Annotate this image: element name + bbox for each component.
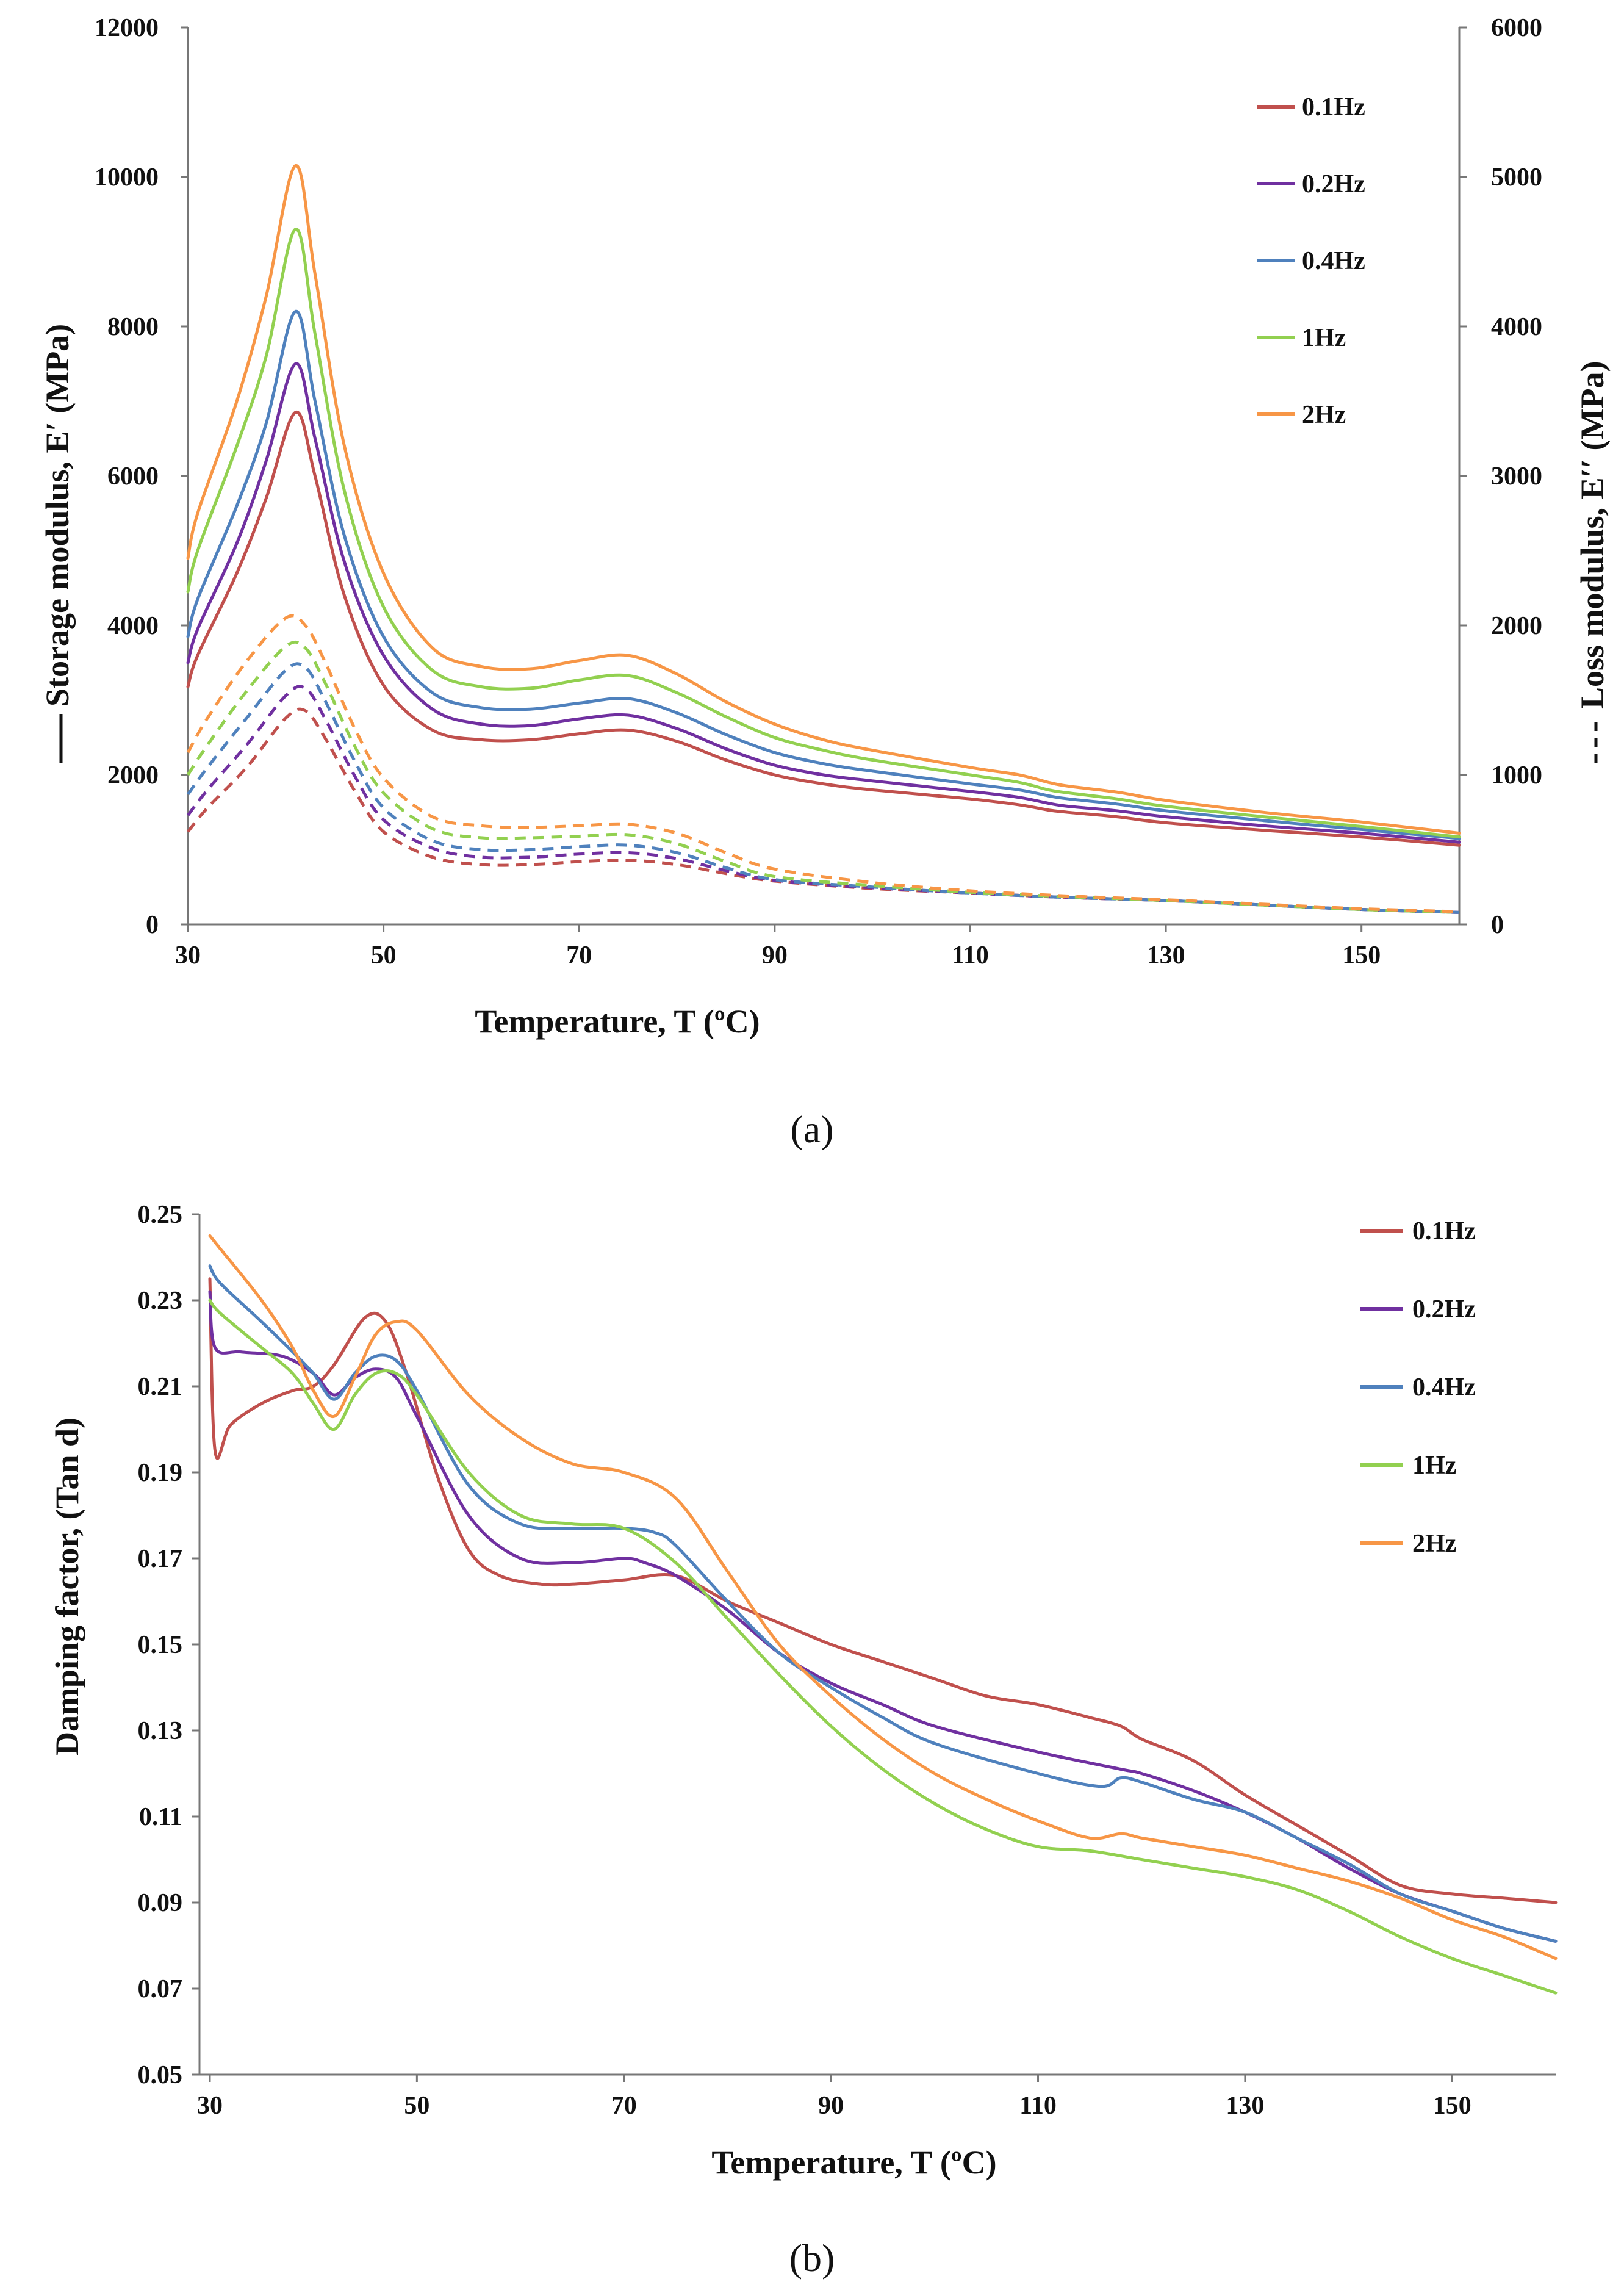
panel-a-loss-series — [186, 614, 1460, 914]
panel-b-y-tick-label: 0.07 — [138, 1975, 183, 2003]
panel-a-legend: 0.1Hz 0.2Hz 0.4Hz 1Hz 2Hz — [1257, 93, 1365, 429]
panel-b-legend: 0.1Hz 0.2Hz 0.4Hz 1Hz 2Hz — [1360, 1217, 1476, 1558]
panel-a-x-tick-label: 130 — [1147, 942, 1185, 970]
panel-a-right-y-tick-label: 6000 — [1491, 14, 1542, 42]
legend-label-2Hz: 2Hz — [1302, 401, 1346, 429]
panel-b-x-tick-label: 110 — [1019, 2092, 1057, 2120]
legend-label-0_1Hz: 0.1Hz — [1412, 1217, 1476, 1245]
panel-b-y-tick-label: 0.19 — [138, 1459, 183, 1487]
panel-b-x-tick-label: 130 — [1226, 2092, 1264, 2120]
panel-a-x-tick-label: 90 — [762, 942, 788, 970]
panel-a-right-y-tick-label: 3000 — [1491, 463, 1542, 491]
panel-b-x-axis-title: Temperature, T (ºC) — [711, 2144, 996, 2181]
panel-a-left-y-tick-label: 4000 — [107, 612, 159, 640]
panel-a-left-y-tick-label: 6000 — [107, 463, 159, 491]
panel-a-label: (a) — [790, 1107, 833, 1151]
panel-b-y-tick-label: 0.15 — [138, 1631, 183, 1659]
tan-delta-line-1Hz — [208, 1298, 1558, 1995]
panel-b-y-tick-label: 0.05 — [138, 2061, 183, 2089]
panel-b-tick-labels: 30 50 70 90 110 130 150 0.05 0.07 0.09 0.11 0.13 0.1… — [138, 1201, 1471, 2120]
storage-modulus-line-1Hz — [186, 228, 1461, 839]
legend-label-0_2Hz: 0.2Hz — [1302, 170, 1365, 198]
tan-delta-line-2Hz — [208, 1234, 1558, 1961]
panel-a-x-tick-label: 110 — [952, 942, 989, 970]
panel-b-chart: 30 50 70 90 110 130 150 0.05 0.07 0.09 0.11 0.13 0.1… — [49, 1201, 1558, 2280]
panel-b-x-tick-label: 50 — [404, 2092, 429, 2120]
panel-a-x-tick-label: 50 — [371, 942, 397, 970]
panel-b-y-tick-label: 0.25 — [138, 1201, 183, 1229]
panel-a-right-y-tick-label: 1000 — [1491, 762, 1542, 790]
panel-a-right-y-axis-title: Loss modulus, E′′ (MPa) — [1574, 361, 1611, 709]
panel-b-x-tick-label: 150 — [1433, 2092, 1471, 2120]
panel-a-storage-series — [186, 164, 1461, 847]
panel-a-left-y-tick-label: 8000 — [107, 313, 159, 341]
legend-label-0_1Hz: 0.1Hz — [1302, 93, 1365, 121]
panel-a-chart: 30 50 70 90 110 130 15002000400060008000100001… — [39, 14, 1611, 1151]
panel-b-y-tick-label: 0.23 — [138, 1287, 183, 1315]
storage-modulus-line-0_4Hz — [186, 309, 1461, 840]
panel-a-left-y-tick-label: 0 — [146, 911, 159, 939]
panel-a-axes — [181, 26, 1467, 932]
panel-b-y-tick-label: 0.13 — [138, 1717, 183, 1745]
panel-a-right-y-tick-label: 2000 — [1491, 612, 1542, 640]
panel-b-label: (b) — [789, 2236, 835, 2280]
loss-modulus-line-2Hz — [186, 614, 1460, 913]
storage-modulus-line-0_2Hz — [186, 362, 1461, 844]
panel-b-x-tick-label: 90 — [818, 2092, 844, 2120]
panel-b-y-tick-label: 0.09 — [138, 1889, 183, 1917]
loss-modulus-line-0_2Hz — [187, 685, 1460, 914]
panel-a-tick-labels: 30 50 70 90 110 130 15002000400060008000100001… — [95, 14, 1542, 970]
panel-a-left-y-tick-label: 12000 — [95, 14, 159, 42]
legend-label-1Hz: 1Hz — [1302, 324, 1346, 352]
panel-a-right-y-tick-label: 0 — [1491, 911, 1504, 939]
legend-label-0_4Hz: 0.4Hz — [1412, 1374, 1476, 1402]
panel-b-series — [208, 1234, 1558, 1995]
tan-delta-line-0_4Hz — [208, 1264, 1558, 1943]
loss-modulus-line-1Hz — [186, 640, 1460, 914]
legend-label-1Hz: 1Hz — [1412, 1452, 1456, 1480]
panel-a-right-y-tick-label: 4000 — [1491, 313, 1542, 341]
panel-b-y-tick-label: 0.11 — [139, 1803, 182, 1831]
panel-b-y-axis-title: Damping factor, (Tan d) — [49, 1417, 85, 1755]
panel-a-x-tick-label: 70 — [566, 942, 592, 970]
legend-label-0_4Hz: 0.4Hz — [1302, 247, 1365, 275]
loss-modulus-line-0_1Hz — [187, 707, 1460, 914]
storage-modulus-line-0_1Hz — [186, 411, 1461, 847]
panel-a-left-y-axis-title: Storage modulus, E′ (MPa) — [39, 324, 76, 707]
legend-label-2Hz: 2Hz — [1412, 1530, 1456, 1558]
panel-b-x-tick-label: 70 — [611, 2092, 637, 2120]
panel-b-y-tick-label: 0.17 — [138, 1545, 183, 1573]
panel-b-x-tick-label: 30 — [197, 2092, 223, 2120]
panel-a-left-y-tick-label: 10000 — [95, 164, 159, 192]
storage-modulus-line-2Hz — [186, 164, 1461, 835]
tan-delta-line-0_1Hz — [208, 1277, 1558, 1904]
panel-a-left-y-tick-label: 2000 — [107, 762, 159, 790]
panel-a-x-tick-label: 150 — [1342, 942, 1381, 970]
loss-modulus-line-0_4Hz — [186, 662, 1460, 914]
legend-label-0_2Hz: 0.2Hz — [1412, 1295, 1476, 1323]
panel-b-y-tick-label: 0.21 — [138, 1373, 183, 1401]
panel-a-x-tick-label: 30 — [175, 942, 201, 970]
panel-a-right-y-tick-label: 5000 — [1491, 164, 1542, 192]
panel-a-x-axis-title: Temperature, T (ºC) — [475, 1003, 760, 1040]
panel-b-axes — [192, 1213, 1556, 2082]
